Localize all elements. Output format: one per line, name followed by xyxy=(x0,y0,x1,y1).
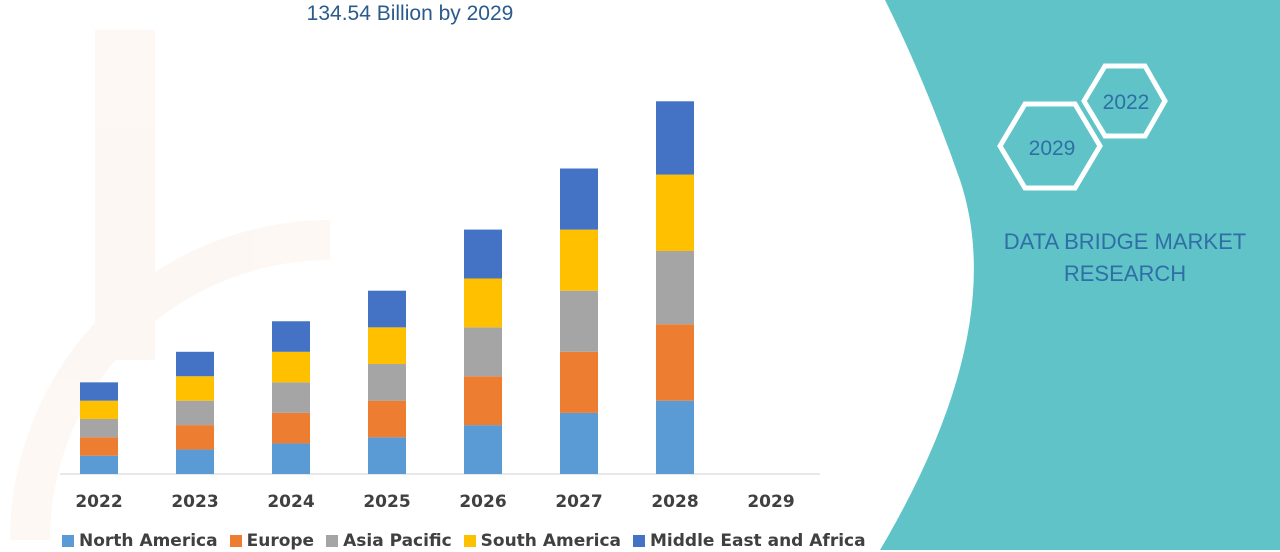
chart-legend: North America Europe Asia Pacific South Ame… xyxy=(62,530,866,552)
legend-swatch xyxy=(326,535,339,547)
bar-segment-2023-series-1 xyxy=(176,425,214,450)
x-tick-label-2024: 2024 xyxy=(267,492,314,512)
bar-segment-2024-series-0 xyxy=(272,443,310,474)
badge-year-2029: 2029 xyxy=(1029,137,1076,160)
watermark xyxy=(10,30,331,541)
bar-segment-2022-series-1 xyxy=(80,437,118,456)
bar-segment-2028-series-2 xyxy=(656,250,694,325)
legend-item-4: Middle East and Africa xyxy=(633,531,866,551)
bar-segment-2027-series-0 xyxy=(560,412,598,474)
brand-name-line2: RESEARCH xyxy=(1063,261,1187,286)
chart-subtitle: 134.54 Billion by 2029 xyxy=(306,2,514,25)
bar-segment-2025-series-4 xyxy=(368,290,406,328)
legend-swatch xyxy=(463,535,476,547)
bar-segment-2022-series-3 xyxy=(80,400,118,420)
x-tick-label-2023: 2023 xyxy=(171,492,218,512)
bar-segment-2027-series-4 xyxy=(560,168,598,230)
bar-segment-2022-series-2 xyxy=(80,419,118,438)
bar-segment-2022-series-4 xyxy=(80,382,118,401)
bar-segment-2025-series-2 xyxy=(368,364,406,401)
brand-name-line1: DATA BRIDGE MARKET xyxy=(1003,229,1247,254)
bar-segment-2024-series-2 xyxy=(272,382,310,413)
badge-year-2022: 2022 xyxy=(1103,91,1150,114)
legend-item-0: North America xyxy=(62,531,218,551)
x-tick-label-2022: 2022 xyxy=(75,492,122,512)
bar-segment-2024-series-3 xyxy=(272,351,310,383)
bar-segment-2025-series-0 xyxy=(368,437,406,474)
bar-segment-2023-series-2 xyxy=(176,400,214,426)
bar-segment-2026-series-4 xyxy=(464,229,502,279)
legend-item-1: Europe xyxy=(229,531,315,551)
bar-segment-2027-series-3 xyxy=(560,229,598,291)
teal-panel xyxy=(880,0,1280,550)
legend-item-3: South America xyxy=(463,531,621,551)
bar-segment-2026-series-2 xyxy=(464,327,502,377)
bar-segment-2024-series-4 xyxy=(272,321,310,352)
bar-segment-2025-series-1 xyxy=(368,400,406,438)
bar-segment-2022-series-0 xyxy=(80,455,118,474)
bar-segment-2024-series-1 xyxy=(272,412,310,444)
bars-group xyxy=(80,101,694,474)
brand-name: DATA BRIDGE MARKET RESEARCH xyxy=(985,226,1265,290)
legend-swatch xyxy=(62,535,74,547)
bar-segment-2023-series-0 xyxy=(176,449,214,474)
bar-segment-2025-series-3 xyxy=(368,327,406,365)
x-tick-label-2026: 2026 xyxy=(459,492,506,512)
x-tick-label-2028: 2028 xyxy=(651,492,698,512)
legend-label: North America xyxy=(79,531,218,551)
bar-segment-2028-series-1 xyxy=(656,324,694,401)
bar-segment-2027-series-1 xyxy=(560,351,598,413)
bar-segment-2026-series-0 xyxy=(464,425,502,474)
bar-segment-2028-series-3 xyxy=(656,174,694,251)
x-tick-label-2025: 2025 xyxy=(363,492,410,512)
x-tick-label-2029: 2029 xyxy=(747,492,794,512)
legend-label: Europe xyxy=(246,531,315,551)
bar-segment-2027-series-2 xyxy=(560,290,598,352)
bar-segment-2028-series-0 xyxy=(656,400,694,474)
legend-item-2: Asia Pacific xyxy=(326,531,452,551)
hexagon-badge-2022: 2022 xyxy=(1081,63,1168,139)
legend-label: South America xyxy=(480,531,621,551)
bar-segment-2026-series-3 xyxy=(464,278,502,328)
x-tick-label-2027: 2027 xyxy=(555,492,602,512)
x-tick-labels: 2022 2023 2024 2025 2026 2027 2028 2029 xyxy=(75,492,794,512)
hexagon-badge-2029: 2029 xyxy=(997,101,1103,191)
legend-swatch xyxy=(633,535,645,547)
bar-segment-2028-series-4 xyxy=(656,101,694,175)
bar-segment-2026-series-1 xyxy=(464,376,502,426)
legend-swatch xyxy=(229,535,242,547)
bar-segment-2023-series-4 xyxy=(176,351,214,377)
bar-segment-2023-series-3 xyxy=(176,376,214,401)
legend-label: Middle East and Africa xyxy=(650,531,866,551)
legend-label: Asia Pacific xyxy=(343,531,452,551)
